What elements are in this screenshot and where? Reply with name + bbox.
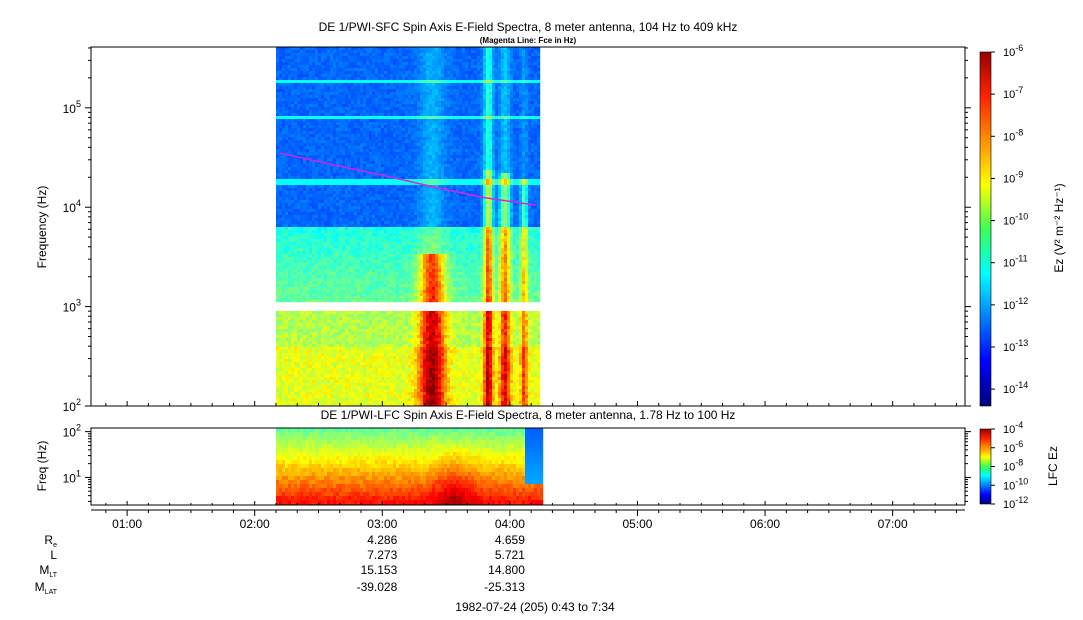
ephemeris-value: 14.800: [488, 563, 525, 577]
sfc-colorbar-label: Ez (V² m⁻² Hz⁻¹): [1052, 183, 1066, 272]
ephemeris-row-label: MLAT: [35, 580, 58, 596]
time-tick-label: 04:00: [495, 517, 525, 531]
ephemeris-value: 4.659: [495, 533, 525, 547]
sfc-y-tick-label: 102: [63, 397, 81, 414]
sfc-frame: [90, 46, 966, 407]
ephemeris-row-label: L: [50, 548, 57, 562]
sfc-title: DE 1/PWI-SFC Spin Axis E-Field Spectra, …: [319, 20, 738, 34]
sfc-subtitle: (Magenta Line: Fce in Hz): [480, 36, 577, 45]
lfc-colorbar: 10-4 10-6 10-8 10-10 10-12 LFC Ez: [979, 420, 1060, 511]
time-axis-labels: 01:00 02:00 03:00 04:00 05:00 06:00 07:00: [112, 517, 908, 531]
lfc-y-tick-label: 102: [63, 423, 81, 440]
ephemeris-value: -25.313: [484, 580, 525, 594]
sfc-colorbar-tick-label: 10-10: [1003, 212, 1028, 228]
sfc-y-tick-label: 105: [63, 99, 81, 116]
time-tick-label: 01:00: [112, 517, 142, 531]
ephemeris-value: -39.028: [357, 580, 398, 594]
lfc-colorbar-tick-label: 10-6: [1003, 439, 1023, 455]
sfc-colorbar-tick-label: 10-11: [1003, 254, 1028, 270]
lfc-colorbar-tick-label: 10-4: [1003, 420, 1023, 436]
ephemeris-value: 5.721: [495, 548, 525, 562]
ephemeris-value: 7.273: [367, 548, 397, 562]
sfc-colorbar-tick-label: 10-7: [1003, 85, 1023, 101]
time-tick-label: 07:00: [878, 517, 908, 531]
time-range-caption: 1982-07-24 (205) 0:43 to 7:34: [455, 600, 615, 614]
sfc-colorbar-tick-label: 10-13: [1003, 338, 1028, 354]
sfc-panel: 102 103 104 105 Frequency (Hz): [35, 46, 971, 414]
time-tick-label: 02:00: [240, 517, 270, 531]
sfc-x-ticks: [105, 401, 957, 406]
ephemeris-value: 15.153: [361, 563, 398, 577]
lfc-title: DE 1/PWI-LFC Spin Axis E-Field Spectra, …: [321, 408, 736, 422]
sfc-y-tick-label: 104: [63, 198, 81, 215]
ephemeris-table: Re 4.286 4.659 L 7.273 5.721 MLT 15.153 14.800 ML…: [35, 533, 526, 596]
lfc-colorbar-tick-label: 10-8: [1003, 458, 1023, 474]
time-tick-label: 05:00: [622, 517, 652, 531]
time-tick-label: 03:00: [367, 517, 397, 531]
fce-polyline: [280, 152, 536, 206]
lfc-colorbar-tick-label: 10-12: [1003, 495, 1028, 511]
sfc-y-label: Frequency (Hz): [35, 186, 49, 269]
sfc-y-tick-label: 103: [63, 298, 81, 315]
time-axis: 01:00 02:00 03:00 04:00 05:00 06:00 07:00: [91, 509, 965, 531]
sfc-colorbar-tick-label: 10-6: [1003, 43, 1023, 59]
sfc-colorbar-ticks: 10-6 10-7 10-8 10-9 10-10 10-11 10-12 10-13 10-1…: [991, 43, 1028, 396]
lfc-panel: 101 102 Freq (Hz): [35, 423, 971, 506]
lfc-frame: [90, 427, 966, 506]
fce-line: [280, 152, 536, 206]
lfc-y-axis: 101 102: [63, 423, 971, 502]
lfc-y-label: Freq (Hz): [35, 441, 49, 492]
lfc-y-tick-label: 101: [63, 468, 81, 485]
ephemeris-value: 4.286: [367, 533, 397, 547]
sfc-spectrogram: [276, 47, 541, 406]
lfc-x-ticks: [105, 501, 957, 505]
lfc-colorbar-label: LFC Ez: [1046, 446, 1060, 486]
time-tick-label: 06:00: [750, 517, 780, 531]
lfc-colorbar-tick-label: 10-10: [1003, 476, 1028, 492]
lfc-colorbar-scale: [979, 428, 992, 505]
sfc-colorbar-tick-label: 10-14: [1003, 380, 1028, 396]
ephemeris-row-label: MLT: [39, 563, 57, 579]
sfc-colorbar-scale: [979, 51, 992, 407]
sfc-colorbar-tick-label: 10-8: [1003, 127, 1023, 143]
ephemeris-row-label: Re: [44, 533, 57, 549]
lfc-spectrogram: [276, 428, 544, 505]
time-axis-ticks: [105, 510, 957, 516]
sfc-colorbar: 10-6 10-7 10-8 10-9 10-10 10-11 10-12 10-13 10-1…: [979, 43, 1066, 407]
lfc-colorbar-ticks: 10-4 10-6 10-8 10-10 10-12: [991, 420, 1028, 511]
sfc-colorbar-tick-label: 10-9: [1003, 169, 1023, 185]
sfc-colorbar-tick-label: 10-12: [1003, 296, 1028, 312]
sfc-y-axis: 102 103 104 105: [63, 47, 971, 414]
